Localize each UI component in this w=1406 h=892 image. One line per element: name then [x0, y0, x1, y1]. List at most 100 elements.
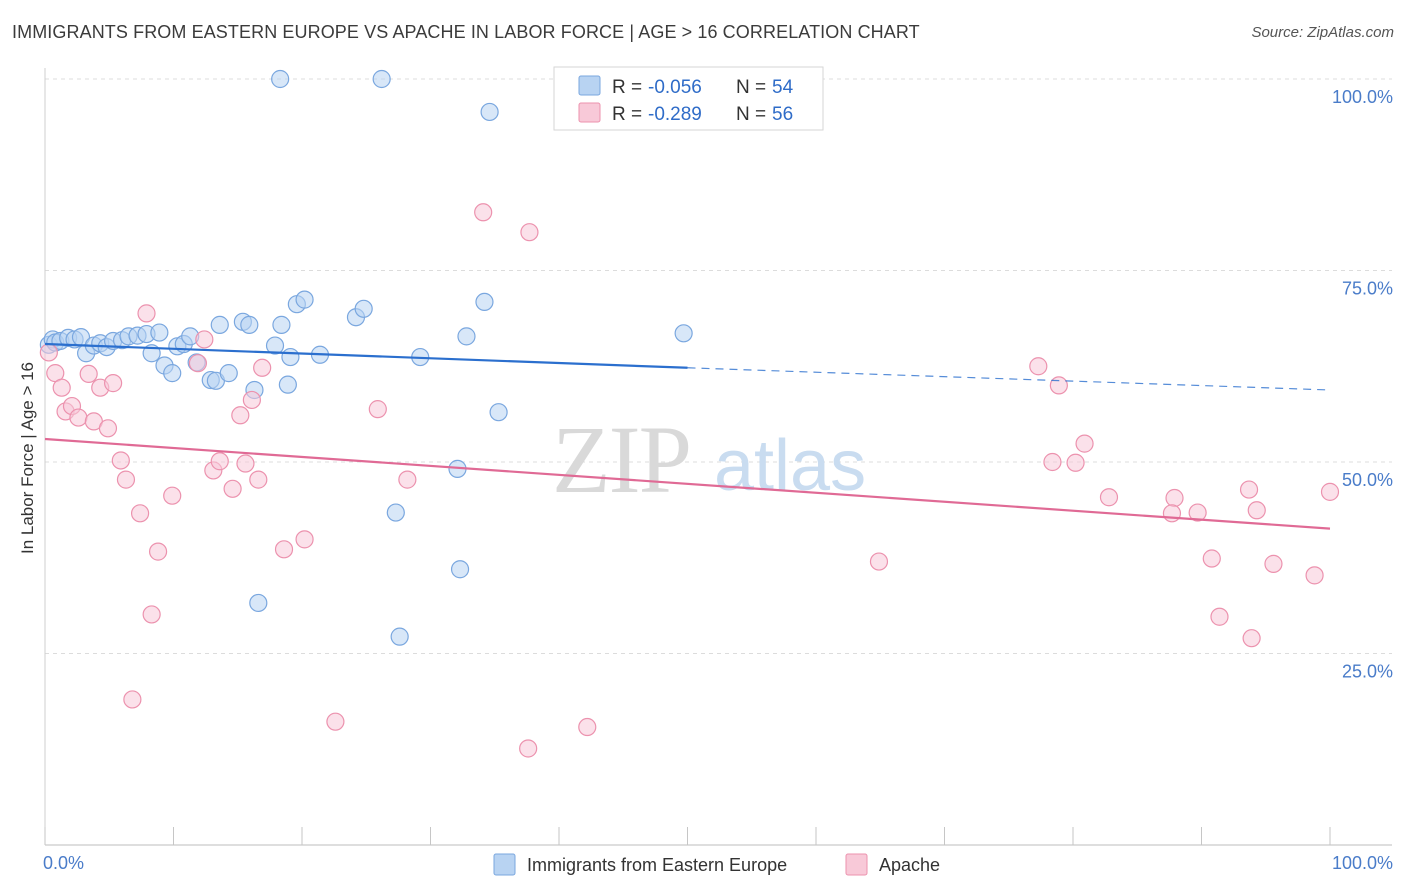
- blue-point-48: [480, 102, 499, 122]
- trend-lines: [44, 342, 1331, 530]
- pink-point-35: [520, 223, 539, 242]
- pink-point-16: [148, 542, 168, 561]
- blue-point-17: [150, 323, 169, 342]
- pink-point-6: [79, 364, 98, 384]
- pink-point-26: [242, 390, 261, 410]
- pink-point-2: [52, 378, 71, 397]
- pink-point-23: [223, 479, 242, 498]
- blue-point-33: [272, 315, 291, 334]
- pink-point-49: [1210, 607, 1229, 626]
- blue-point-27: [219, 364, 238, 383]
- pink-point-9: [98, 419, 118, 438]
- legend-blue-r-label: R =: [612, 77, 642, 98]
- pink-point-18: [123, 690, 142, 709]
- pink-point-50: [1239, 480, 1259, 499]
- blue-point-50: [674, 324, 693, 343]
- pink-point-36: [519, 739, 538, 758]
- pink-point-37: [578, 717, 597, 737]
- pink-point-43: [1075, 434, 1094, 453]
- pink-point-40: [1049, 376, 1068, 395]
- y-tick-label-1: 50.0%: [1342, 470, 1393, 490]
- blue-point-19: [163, 364, 182, 383]
- series-legend-swatch-pink: [845, 853, 868, 876]
- series-legend-label-blue: Immigrants from Eastern Europe: [527, 855, 787, 875]
- pink-point-51: [1242, 629, 1261, 648]
- axes: [44, 68, 1392, 846]
- pink-point-5: [69, 408, 88, 427]
- pink-point-12: [116, 470, 136, 489]
- pink-point-41: [1043, 452, 1062, 472]
- pink-point-44: [1099, 488, 1119, 507]
- x-tick-label-1: 100.0%: [1332, 853, 1393, 873]
- legend-pink-r-value: -0.289: [648, 104, 702, 125]
- x-tick-label-0: 0.0%: [43, 853, 84, 873]
- blue-point-45: [450, 560, 470, 579]
- legend-pink-n-label: N =: [736, 104, 766, 125]
- pink-point-33: [398, 470, 417, 489]
- blue-point-32: [265, 336, 285, 355]
- pink-point-14: [137, 304, 156, 323]
- pink-point-15: [142, 605, 161, 624]
- pink-point-55: [1320, 482, 1340, 501]
- blue-point-42: [390, 627, 409, 646]
- series-legend-swatch-blue: [493, 853, 516, 876]
- blue-point-29: [240, 315, 259, 334]
- pink-point-42: [1066, 453, 1085, 472]
- watermark-zip: ZIP: [552, 406, 690, 513]
- pink-point-10: [104, 374, 123, 393]
- pink-point-17: [163, 486, 182, 505]
- blue-point-31: [249, 593, 268, 613]
- pink-point-24: [231, 406, 250, 425]
- y-tick-label-2: 75.0%: [1342, 279, 1393, 299]
- pink-point-29: [274, 540, 294, 559]
- watermark: ZIP atlas: [552, 406, 866, 513]
- pink-point-13: [130, 504, 150, 523]
- pink-point-45: [1165, 488, 1184, 508]
- blue-trend-line: [44, 342, 688, 369]
- pink-point-47: [1188, 503, 1207, 522]
- legend-blue-n-value: 54: [772, 77, 794, 98]
- blue-point-40: [354, 299, 373, 318]
- pink-point-11: [111, 451, 130, 470]
- pink-point-20: [195, 330, 214, 349]
- pink-point-54: [1305, 566, 1324, 585]
- pink-point-39: [1029, 357, 1048, 376]
- blue-point-47: [475, 292, 494, 312]
- series-legend: Immigrants from Eastern Europe Apache: [493, 853, 940, 876]
- pink-point-0: [39, 343, 58, 362]
- pink-point-30: [295, 530, 314, 549]
- stats-legend: R = -0.056 N = 54 R = -0.289 N = 56: [553, 66, 824, 131]
- series-legend-label-pink: Apache: [879, 855, 940, 875]
- pink-point-53: [1264, 554, 1283, 573]
- pink-point-19: [188, 354, 208, 373]
- legend-swatch-pink: [578, 102, 601, 123]
- pink-point-25: [236, 454, 255, 473]
- blue-point-26: [210, 315, 229, 334]
- watermark-atlas: atlas: [714, 426, 866, 506]
- pink-point-31: [326, 712, 345, 731]
- y-tick-label-0: 25.0%: [1342, 662, 1393, 682]
- series-apache: [39, 203, 1340, 758]
- blue-point-35: [281, 347, 300, 367]
- pink-trend-line: [44, 437, 1331, 530]
- pink-point-34: [474, 203, 493, 222]
- blue-point-52: [372, 69, 391, 89]
- tick-labels: 25.0% 50.0% 75.0% 100.0% 0.0% 100.0%: [43, 87, 1393, 873]
- blue-point-49: [489, 403, 508, 422]
- y-tick-label-3: 100.0%: [1332, 87, 1393, 107]
- chart-title: IMMIGRANTS FROM EASTERN EUROPE VS APACHE…: [12, 22, 920, 42]
- legend-blue-n-label: N =: [736, 77, 766, 98]
- legend-swatch-blue: [578, 75, 601, 96]
- blue-point-34: [278, 375, 297, 394]
- source-label: Source: ZipAtlas.com: [1251, 24, 1394, 41]
- legend-pink-r-label: R =: [612, 104, 642, 125]
- blue-point-46: [457, 327, 476, 346]
- series-immigrants-eastern-europe: [39, 69, 693, 646]
- grid-lines: [45, 78, 1392, 654]
- legend-pink-n-value: 56: [772, 104, 793, 125]
- blue-trend-extension: [687, 367, 1331, 391]
- blue-point-51: [271, 69, 290, 89]
- pink-point-22: [210, 452, 229, 471]
- blue-point-37: [295, 290, 314, 309]
